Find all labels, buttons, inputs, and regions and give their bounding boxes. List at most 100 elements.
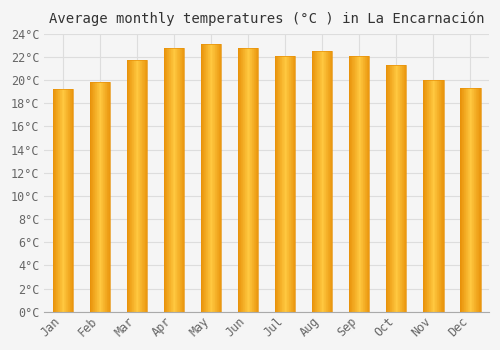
Bar [207, 44, 208, 312]
Bar [358, 56, 360, 312]
Bar [323, 51, 324, 312]
Bar [71, 89, 72, 312]
Bar [109, 82, 110, 312]
Bar [252, 48, 253, 312]
Bar [133, 60, 134, 312]
Bar [315, 51, 316, 312]
Bar [55, 89, 56, 312]
Bar [428, 80, 430, 312]
Bar [461, 88, 462, 312]
Bar [107, 82, 108, 312]
Bar [331, 51, 332, 312]
Bar [438, 80, 439, 312]
Bar [168, 48, 170, 312]
Bar [127, 60, 128, 312]
Bar [253, 48, 254, 312]
Bar [284, 56, 285, 312]
Bar [256, 48, 257, 312]
Bar [393, 65, 394, 312]
Bar [401, 65, 402, 312]
Bar [324, 51, 325, 312]
Bar [204, 44, 205, 312]
Bar [179, 48, 180, 312]
Bar [90, 82, 110, 312]
Bar [427, 80, 428, 312]
Bar [443, 80, 444, 312]
Bar [278, 56, 279, 312]
Bar [473, 88, 474, 312]
Bar [389, 65, 390, 312]
Bar [426, 80, 427, 312]
Bar [396, 65, 397, 312]
Bar [181, 48, 182, 312]
Bar [94, 82, 96, 312]
Bar [145, 60, 146, 312]
Bar [292, 56, 294, 312]
Bar [251, 48, 252, 312]
Bar [440, 80, 441, 312]
Bar [172, 48, 174, 312]
Bar [164, 48, 184, 312]
Bar [279, 56, 280, 312]
Bar [215, 44, 216, 312]
Bar [90, 82, 91, 312]
Bar [434, 80, 436, 312]
Bar [134, 60, 135, 312]
Bar [238, 48, 258, 312]
Bar [135, 60, 136, 312]
Bar [357, 56, 358, 312]
Bar [106, 82, 107, 312]
Bar [182, 48, 183, 312]
Bar [277, 56, 278, 312]
Bar [250, 48, 251, 312]
Bar [174, 48, 175, 312]
Bar [402, 65, 403, 312]
Bar [281, 56, 282, 312]
Bar [288, 56, 290, 312]
Bar [245, 48, 246, 312]
Bar [63, 89, 64, 312]
Bar [404, 65, 405, 312]
Bar [91, 82, 92, 312]
Bar [100, 82, 102, 312]
Bar [57, 89, 58, 312]
Bar [366, 56, 368, 312]
Bar [72, 89, 73, 312]
Bar [176, 48, 177, 312]
Bar [130, 60, 131, 312]
Bar [54, 89, 55, 312]
Bar [129, 60, 130, 312]
Bar [368, 56, 369, 312]
Bar [67, 89, 68, 312]
Bar [211, 44, 212, 312]
Bar [280, 56, 281, 312]
Bar [140, 60, 141, 312]
Bar [441, 80, 442, 312]
Bar [208, 44, 209, 312]
Bar [183, 48, 184, 312]
Bar [70, 89, 71, 312]
Bar [64, 89, 65, 312]
Bar [209, 44, 210, 312]
Bar [166, 48, 168, 312]
Bar [218, 44, 220, 312]
Bar [314, 51, 315, 312]
Bar [294, 56, 296, 312]
Bar [102, 82, 104, 312]
Bar [464, 88, 465, 312]
Bar [244, 48, 245, 312]
Bar [476, 88, 477, 312]
Bar [319, 51, 320, 312]
Bar [364, 56, 366, 312]
Bar [276, 56, 277, 312]
Bar [62, 89, 63, 312]
Bar [92, 82, 93, 312]
Bar [400, 65, 401, 312]
Bar [465, 88, 466, 312]
Bar [58, 89, 59, 312]
Bar [59, 89, 60, 312]
Bar [326, 51, 327, 312]
Bar [139, 60, 140, 312]
Bar [201, 44, 202, 312]
Bar [312, 51, 332, 312]
